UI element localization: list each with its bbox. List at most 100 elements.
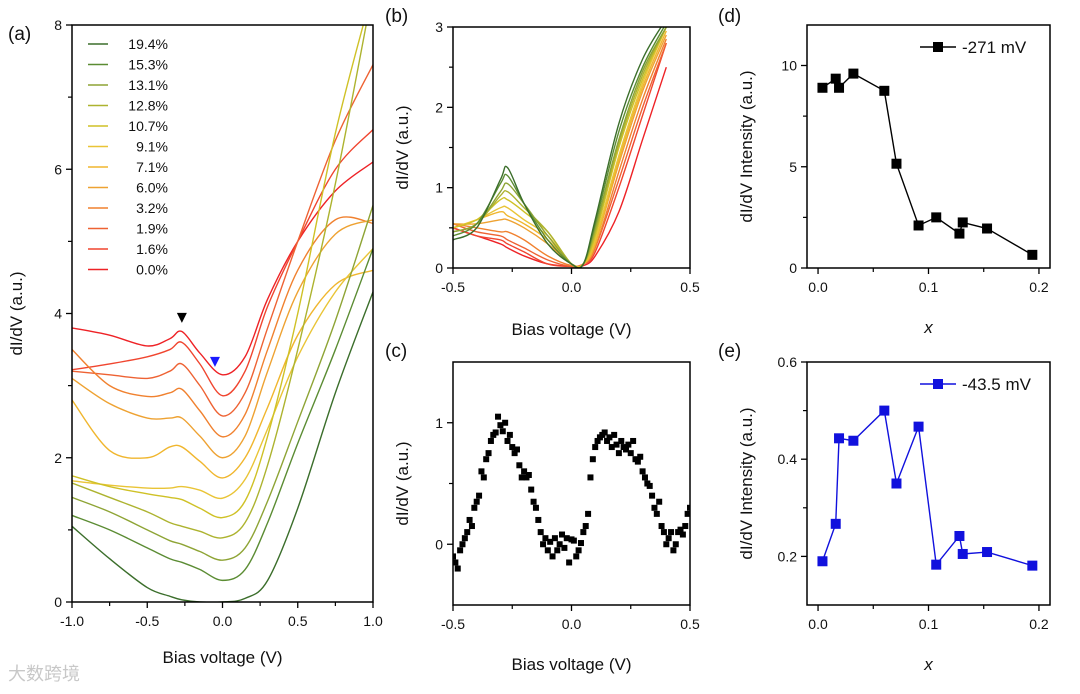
- series-line-12.8%: [72, 25, 367, 539]
- data-point: [663, 541, 670, 548]
- series-line-12.8%: [453, 27, 667, 268]
- data-point: [554, 547, 561, 554]
- data-point: [483, 456, 490, 463]
- data-point: [540, 541, 547, 548]
- series-line-19.4%: [453, 27, 662, 268]
- y-tick-label: 5: [789, 159, 797, 175]
- data-point: [623, 446, 630, 453]
- data-point: [511, 450, 518, 457]
- data-point: [830, 518, 841, 529]
- data-point: [637, 453, 644, 460]
- data-point: [499, 428, 506, 435]
- data-point: [982, 547, 993, 558]
- data-point: [668, 529, 675, 536]
- data-point: [670, 547, 677, 554]
- data-point: [601, 429, 608, 436]
- y-tick-label: 2: [435, 99, 443, 115]
- x-axis-label: Bias voltage (V): [163, 648, 283, 667]
- data-point: [518, 474, 525, 481]
- series-line-1.9%: [453, 42, 667, 268]
- data-point: [660, 529, 667, 536]
- triangle-down-marker: [209, 356, 220, 367]
- data-point: [580, 529, 587, 536]
- data-point: [679, 531, 686, 538]
- y-tick-label: 6: [54, 161, 62, 177]
- legend-label: 1.6%: [136, 241, 168, 257]
- x-tick-label: 0.0: [213, 613, 233, 629]
- data-point: [464, 529, 471, 536]
- data-point: [461, 535, 468, 542]
- data-point: [830, 73, 841, 84]
- y-tick-label: 8: [54, 17, 62, 33]
- series-line-1.6%: [453, 42, 667, 268]
- watermark: 大数跨境: [8, 664, 80, 685]
- data-point: [630, 437, 637, 444]
- data-point: [982, 223, 993, 234]
- series-line-19.4%: [72, 291, 373, 602]
- data-point: [594, 437, 601, 444]
- series-line-3.2%: [72, 216, 373, 438]
- series-line-7.1%: [72, 269, 373, 479]
- legend-label: 19.4%: [128, 36, 168, 52]
- data-point: [611, 431, 618, 438]
- plot-area: [453, 413, 690, 572]
- x-axis-label: x: [923, 318, 933, 337]
- x-tick-label: 0.1: [919, 616, 939, 632]
- data-point: [468, 523, 475, 530]
- data-point: [509, 444, 516, 451]
- data-point: [575, 547, 582, 554]
- series-line-1.6%: [72, 129, 373, 397]
- data-point: [817, 556, 828, 567]
- legend-label: 15.3%: [128, 57, 168, 73]
- data-point: [473, 498, 480, 505]
- y-tick-label: 0: [435, 260, 443, 276]
- data-point: [582, 523, 589, 530]
- y-tick-label: 0: [54, 594, 62, 610]
- data-point: [570, 537, 577, 544]
- data-point: [559, 531, 566, 538]
- data-point: [487, 437, 494, 444]
- y-tick-label: 0: [789, 260, 797, 276]
- data-point: [537, 529, 544, 536]
- data-point: [957, 217, 968, 228]
- x-tick-label: 0.0: [562, 279, 582, 295]
- series-line-13.1%: [72, 205, 373, 561]
- y-axis-label: dI/dV Intensity (a.u.): [737, 407, 756, 559]
- data-point: [1027, 560, 1038, 571]
- x-tick-label: 0.5: [680, 616, 700, 632]
- data-point: [1027, 249, 1038, 260]
- y-tick-label: 1: [435, 180, 443, 196]
- panel-label: (c): [385, 341, 407, 362]
- data-point: [566, 559, 573, 566]
- y-axis-label: dI/dV Intensity (a.u.): [737, 70, 756, 222]
- data-point: [665, 535, 672, 542]
- series-line-6.0%: [453, 34, 667, 268]
- legend-label: 10.7%: [128, 118, 168, 134]
- data-point: [834, 82, 845, 93]
- x-tick-label: 0.5: [680, 279, 700, 295]
- plot-area: [453, 27, 667, 268]
- data-point: [466, 516, 473, 523]
- triangle-down-marker: [176, 312, 187, 323]
- data-point: [879, 85, 890, 96]
- legend-label: -43.5 mV: [962, 375, 1032, 394]
- panel-a: 19.4% 15.3% 13.1% 12.8% 10.7% 9.1% 7.1% 6.0% 3.2…: [7, 17, 383, 667]
- series-line-7.1%: [453, 30, 667, 268]
- y-tick-label: 1: [435, 415, 443, 431]
- x-tick-label: 0.0: [808, 616, 828, 632]
- data-point: [459, 541, 466, 548]
- x-tick-label: -0.5: [441, 279, 465, 295]
- data-point: [485, 450, 492, 457]
- data-point: [453, 553, 456, 560]
- plot-area: [72, 25, 373, 602]
- x-axis-label: Bias voltage (V): [512, 655, 632, 674]
- data-point: [658, 523, 665, 530]
- data-point: [931, 212, 942, 223]
- legend-label: 12.8%: [128, 98, 168, 114]
- data-point: [634, 458, 641, 465]
- data-point: [656, 498, 663, 505]
- data-point: [604, 437, 611, 444]
- data-point: [641, 474, 648, 481]
- data-point: [542, 535, 549, 542]
- data-point: [478, 468, 485, 475]
